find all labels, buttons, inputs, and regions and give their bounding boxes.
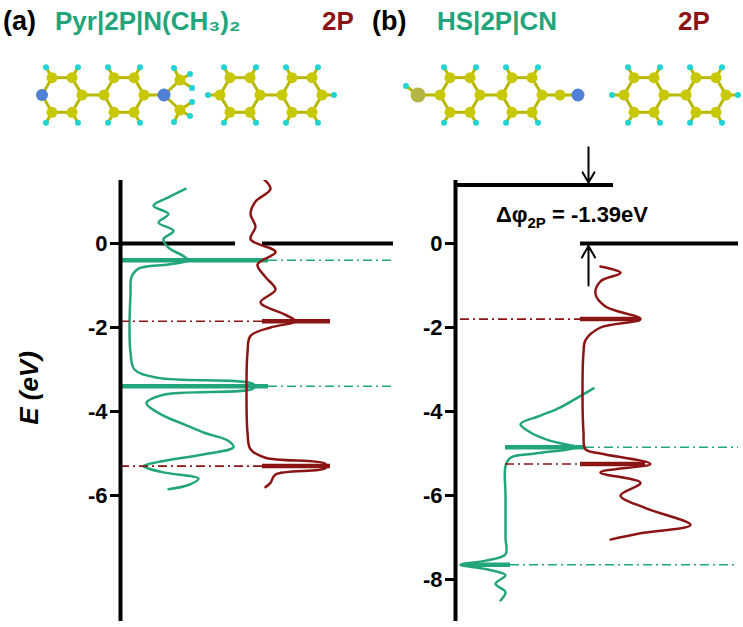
svg-text:0: 0 [430, 231, 442, 256]
svg-text:-6: -6 [88, 483, 108, 508]
svg-text:(a): (a) [3, 6, 36, 36]
svg-text:E (eV): E (eV) [14, 351, 44, 425]
svg-text:HS|2P|CN: HS|2P|CN [437, 6, 557, 36]
svg-text:2P: 2P [678, 6, 710, 36]
svg-text:-2: -2 [88, 315, 108, 340]
svg-text:Δφ2P = -1.39eV: Δφ2P = -1.39eV [496, 202, 648, 231]
svg-text:-6: -6 [423, 483, 443, 508]
svg-text:-2: -2 [423, 315, 443, 340]
svg-text:(b): (b) [372, 6, 406, 36]
svg-text:Pyr|2P|N(CH₃)₂: Pyr|2P|N(CH₃)₂ [55, 6, 241, 36]
svg-text:0: 0 [95, 231, 107, 256]
svg-text:-4: -4 [423, 399, 443, 424]
svg-text:-4: -4 [88, 399, 108, 424]
svg-text:2P: 2P [322, 6, 354, 36]
svg-text:-8: -8 [423, 567, 443, 592]
